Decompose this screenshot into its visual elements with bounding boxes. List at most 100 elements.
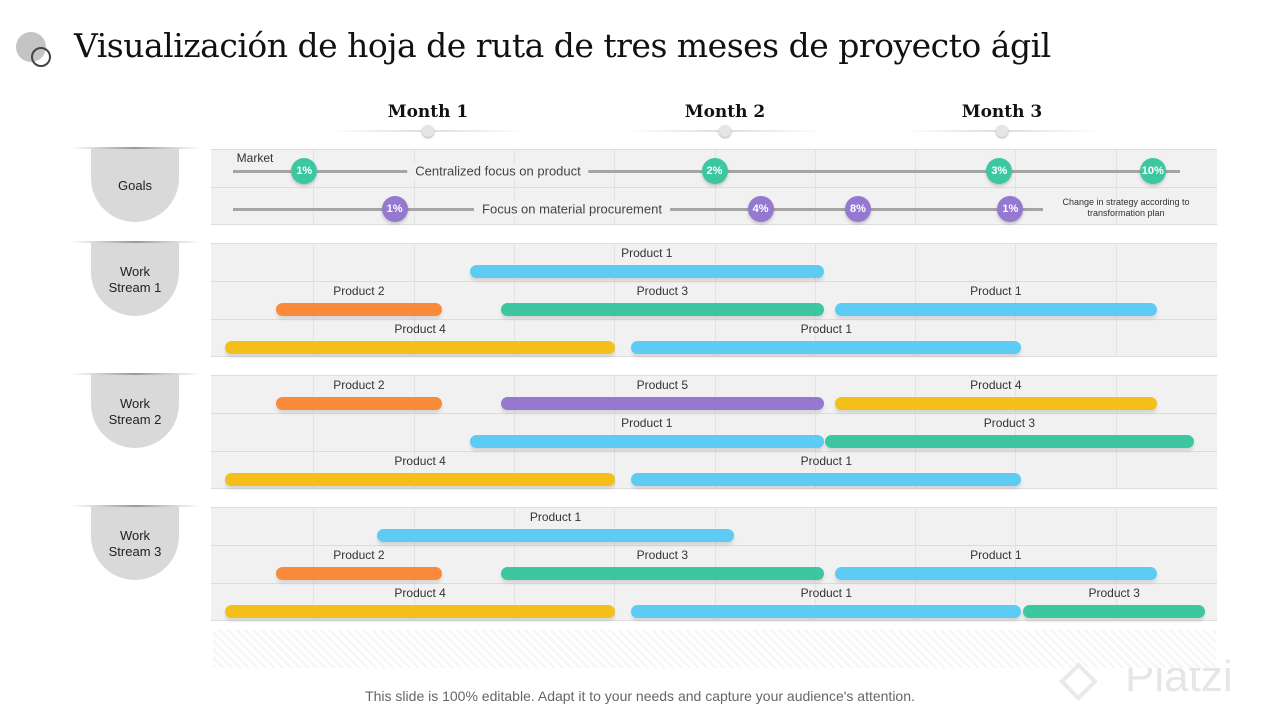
timeline-bar	[500, 397, 824, 410]
grid-line	[714, 149, 716, 225]
timeline-bar	[469, 435, 824, 448]
grid-line	[1015, 507, 1017, 621]
platzi-watermark: ◇	[1060, 652, 1097, 705]
row-divider	[211, 319, 1217, 320]
row-divider	[211, 413, 1217, 414]
timeline-bar	[631, 605, 1022, 618]
month-header: Month 2	[684, 102, 766, 122]
bar-label: Product 1	[800, 322, 853, 336]
grid-line	[714, 243, 716, 357]
tab-divider	[70, 147, 200, 149]
timeline-bar	[276, 303, 442, 316]
grid-line	[1115, 149, 1117, 225]
grid-line	[614, 507, 616, 621]
row-divider	[211, 451, 1217, 452]
milestone-badge: 10%	[1139, 158, 1166, 184]
milestone-badge: 8%	[844, 196, 871, 222]
bar-label: Product 3	[983, 416, 1036, 430]
timeline-bar	[1023, 605, 1205, 618]
tab-divider	[70, 505, 200, 507]
market-label: Market	[236, 151, 274, 165]
milestone-badge: 2%	[701, 158, 728, 184]
grid-line	[714, 507, 716, 621]
grid-line	[413, 243, 415, 357]
milestone-badge: 1%	[997, 196, 1024, 222]
page-title: Visualización de hoja de ruta de tres me…	[74, 26, 1051, 65]
grid-line	[814, 507, 816, 621]
grid-line	[413, 375, 415, 489]
bar-label: Product 1	[621, 416, 673, 430]
footer-note: This slide is 100% editable. Adapt it to…	[365, 688, 915, 704]
grid-line	[1015, 375, 1017, 489]
timeline-bar	[377, 529, 734, 542]
grid-line	[915, 243, 917, 357]
grid-line	[1015, 149, 1017, 225]
month-header: Month 1	[387, 102, 469, 122]
bar-label: Product 3	[1088, 586, 1140, 600]
month-marker	[719, 125, 731, 137]
bar-label: Product 2	[333, 284, 385, 298]
bar-label: Product 1	[800, 586, 853, 600]
bar-label: Product 3	[636, 548, 689, 562]
timeline-bar	[834, 303, 1157, 316]
timeline-bar	[824, 435, 1194, 448]
legend	[213, 630, 1216, 668]
grid-line	[413, 507, 415, 621]
bar-label: Product 4	[394, 586, 446, 600]
goal-note: Change in strategy according to transfor…	[1062, 197, 1190, 218]
grid-line	[714, 375, 716, 489]
grid-line	[814, 149, 816, 225]
row-divider	[211, 187, 1217, 188]
grid-line	[513, 375, 515, 489]
grid-line	[313, 507, 315, 621]
grid-line	[915, 507, 917, 621]
grid-line	[614, 375, 616, 489]
timeline-bar	[225, 605, 616, 618]
bar-label: Product 2	[333, 378, 385, 392]
timeline-bar	[631, 341, 1022, 354]
bar-label: Product 4	[394, 322, 446, 336]
grid-line	[614, 149, 616, 225]
timeline-bar	[834, 567, 1157, 580]
bar-label: Product 4	[394, 454, 446, 468]
goals-tab: Goals	[91, 149, 179, 222]
work-stream-tab: Work Stream 3	[91, 507, 179, 580]
grid-line	[513, 243, 515, 357]
timeline-bar	[225, 473, 616, 486]
grid-line	[313, 375, 315, 489]
grid-line	[1115, 375, 1117, 489]
row-divider	[211, 545, 1217, 546]
bar-label: Product 5	[636, 378, 689, 392]
tab-divider	[70, 241, 200, 243]
bar-label: Product 1	[970, 548, 1022, 562]
grid-line	[1115, 507, 1117, 621]
goal-text: Centralized focus on product	[407, 163, 589, 179]
grid-line	[814, 375, 816, 489]
grid-line	[614, 243, 616, 357]
grid-line	[1115, 243, 1117, 357]
bar-label: Product 2	[333, 548, 385, 562]
month-marker	[996, 125, 1008, 137]
month-marker	[422, 125, 434, 137]
timeline-bar	[276, 397, 442, 410]
work-stream-tab: Work Stream 2	[91, 375, 179, 448]
timeline-bar	[500, 567, 824, 580]
bar-label: Product 4	[970, 378, 1022, 392]
timeline-bar	[500, 303, 824, 316]
row-divider	[211, 281, 1217, 282]
grid-line	[313, 149, 315, 225]
timeline-bar	[834, 397, 1157, 410]
grid-line	[513, 149, 515, 225]
month-header: Month 3	[961, 102, 1043, 122]
grid-line	[814, 243, 816, 357]
timeline-bar	[469, 265, 824, 278]
grid-line	[313, 243, 315, 357]
milestone-badge: 1%	[291, 158, 318, 184]
grid-line	[413, 149, 415, 225]
goal-text: Focus on material procurement	[474, 201, 670, 217]
grid-line	[513, 507, 515, 621]
work-stream-section	[211, 243, 1217, 357]
bar-label: Product 1	[621, 246, 673, 260]
bar-label: Product 1	[529, 510, 582, 524]
milestone-badge: 1%	[381, 196, 408, 222]
